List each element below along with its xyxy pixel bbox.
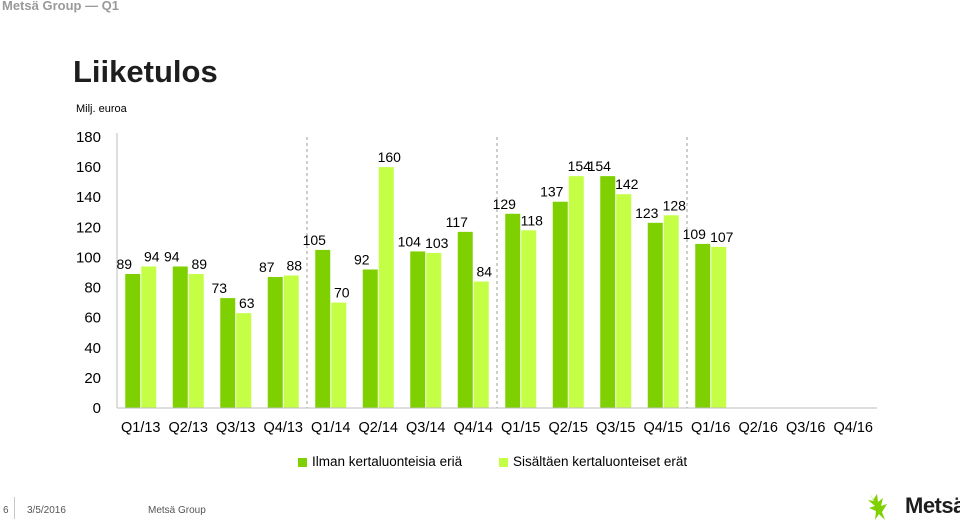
- bar-Q1-14-series-2: [331, 302, 347, 408]
- y-tick-label: 40: [84, 340, 101, 357]
- bar-Q3-13-series-1: [220, 298, 236, 408]
- bar-Q2-15-series-1: [552, 201, 568, 408]
- data-label-Q3-15-series-2: 142: [615, 176, 639, 192]
- x-tick-label: Q1/16: [691, 420, 731, 436]
- legend-swatch-series-2: [499, 457, 508, 467]
- y-tick-label: 140: [76, 189, 101, 206]
- bar-Q4-14-series-2: [473, 281, 489, 408]
- y-tick-label: 0: [93, 400, 101, 417]
- bar-Q3-14-series-1: [410, 251, 426, 408]
- x-tick-label: Q3/13: [216, 420, 256, 436]
- data-label-Q2-13-series-1: 94: [164, 248, 180, 264]
- bar-Q3-15-series-1: [600, 176, 616, 408]
- x-tick-label: Q2/13: [169, 420, 209, 436]
- legend-swatch-series-1: [298, 457, 307, 467]
- data-label-Q2-14-series-2: 160: [378, 149, 402, 165]
- footer-divider: [14, 497, 15, 519]
- x-tick-label: Q4/14: [454, 420, 494, 436]
- data-label-Q4-14-series-1: 117: [446, 214, 469, 230]
- data-label-Q1-13-series-1: 89: [116, 256, 132, 272]
- legend-label-series-2: Sisältäen kertaluonteiset erät: [513, 454, 688, 469]
- footer-page-number: 6: [3, 505, 9, 516]
- x-tick-label: Q3/15: [596, 420, 636, 436]
- y-axis-unit-label: Milj. euroa: [76, 103, 128, 115]
- data-label-Q4-13-series-1: 87: [259, 259, 275, 275]
- bar-Q1-15-series-1: [505, 213, 521, 408]
- x-tick-label: Q4/15: [644, 420, 684, 436]
- bar-Q2-15-series-2: [568, 176, 584, 408]
- legend-item-series-1: Ilman kertaluonteisia eriä: [298, 454, 462, 469]
- metsa-logo-icon: [868, 492, 887, 520]
- data-label-Q1-13-series-2: 94: [144, 248, 160, 264]
- bar-Q4-15-series-2: [663, 215, 679, 408]
- x-tick-label: Q3/16: [786, 420, 826, 436]
- data-label-Q3-15-series-1: 154: [588, 158, 612, 174]
- data-label-Q1-16-series-1: 109: [683, 226, 707, 242]
- data-label-Q1-15-series-1: 129: [493, 196, 517, 212]
- bar-Q3-13-series-2: [236, 313, 252, 408]
- x-tick-label: Q2/14: [359, 420, 399, 436]
- header-title: Metsä Group — Q1: [2, 0, 120, 13]
- bar-Q1-14-series-1: [315, 249, 331, 408]
- x-tick-label: Q2/15: [549, 420, 589, 436]
- data-label-Q4-13-series-2: 88: [286, 258, 302, 274]
- x-tick-label: Q1/15: [501, 420, 541, 436]
- bar-Q1-15-series-2: [521, 230, 537, 408]
- y-tick-label: 120: [76, 219, 101, 236]
- data-label-Q3-14-series-2: 103: [425, 235, 449, 251]
- y-tick-label: 80: [84, 280, 101, 297]
- x-tick-label: Q1/13: [121, 420, 161, 436]
- y-tick-label: 160: [76, 159, 101, 176]
- y-tick-label: 20: [84, 370, 101, 387]
- data-label-Q1-16-series-2: 107: [710, 229, 734, 245]
- bar-Q3-14-series-2: [426, 252, 442, 408]
- data-label-Q3-14-series-1: 104: [398, 233, 422, 249]
- data-label-Q2-15-series-1: 137: [540, 184, 564, 200]
- x-tick-label: Q2/16: [739, 420, 779, 436]
- x-tick-label: Q3/14: [406, 420, 446, 436]
- data-label-Q2-14-series-1: 92: [354, 251, 370, 267]
- bar-chart: Milj. euroa 0 20 40 60 80 100 120 140 160 180 89 94 Q…: [76, 103, 877, 436]
- data-label-Q2-15-series-2: 154: [568, 158, 592, 174]
- y-tick-label: 60: [84, 310, 101, 327]
- footer-company: Metsä Group: [148, 505, 206, 516]
- y-tick-label: 180: [76, 129, 101, 146]
- bar-Q4-13-series-1: [267, 277, 283, 408]
- bar-Q1-16-series-1: [695, 243, 711, 408]
- y-tick-label: 100: [76, 249, 101, 266]
- bar-Q1-16-series-2: [711, 246, 727, 408]
- data-label-Q1-14-series-2: 70: [334, 285, 350, 301]
- data-label-Q4-15-series-1: 123: [635, 205, 659, 221]
- data-label-Q4-15-series-2: 128: [663, 197, 687, 213]
- data-label-Q3-13-series-1: 73: [211, 280, 227, 296]
- data-label-Q2-13-series-2: 89: [191, 256, 207, 272]
- bar-Q2-14-series-1: [362, 269, 378, 408]
- data-label-Q1-15-series-2: 118: [521, 212, 544, 228]
- bar-Q2-13-series-2: [188, 274, 204, 408]
- bar-Q3-15-series-2: [616, 194, 632, 408]
- x-tick-label: Q4/13: [264, 420, 304, 436]
- header-bar: Metsä Group — Q1: [0, 0, 960, 14]
- legend-item-series-2: Sisältäen kertaluonteiset erät: [499, 454, 687, 469]
- bar-Q1-13-series-1: [125, 274, 141, 408]
- logo-wordmark: Metsä: [905, 493, 960, 518]
- bar-Q1-13-series-2: [141, 266, 157, 408]
- x-tick-label: Q1/14: [311, 420, 351, 436]
- bar-Q2-13-series-1: [172, 266, 188, 408]
- data-label-Q4-14-series-2: 84: [476, 264, 492, 280]
- x-tick-label: Q4/16: [834, 420, 874, 436]
- footer-date: 3/5/2016: [27, 505, 66, 516]
- data-label-Q3-13-series-2: 63: [239, 295, 255, 311]
- legend-label-series-1: Ilman kertaluonteisia eriä: [312, 454, 463, 469]
- slide-title: Liiketulos: [73, 54, 218, 89]
- data-label-Q1-14-series-1: 105: [303, 232, 327, 248]
- bar-Q2-14-series-2: [378, 167, 394, 408]
- bar-Q4-15-series-1: [647, 222, 663, 408]
- bar-Q4-14-series-1: [457, 231, 473, 408]
- bar-Q4-13-series-2: [283, 275, 299, 408]
